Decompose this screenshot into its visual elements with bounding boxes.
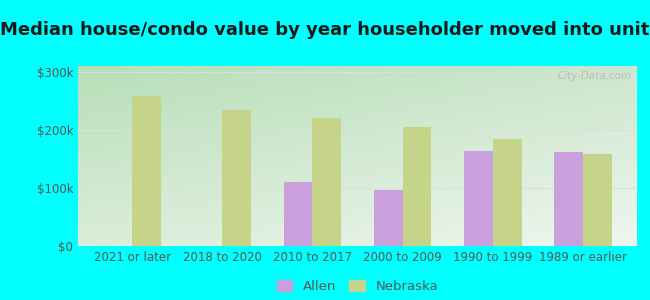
Bar — [402, 127, 432, 246]
Bar — [313, 118, 341, 246]
Bar — [283, 182, 313, 246]
Text: City-Data.com: City-Data.com — [557, 71, 631, 81]
Bar — [493, 139, 521, 246]
Bar — [464, 152, 493, 246]
Text: Median house/condo value by year householder moved into unit: Median house/condo value by year househo… — [0, 21, 650, 39]
Bar — [583, 154, 612, 246]
Bar — [374, 190, 402, 246]
Bar — [222, 110, 251, 246]
Legend: Allen, Nebraska: Allen, Nebraska — [276, 280, 439, 293]
Bar — [554, 152, 583, 246]
Bar — [132, 96, 161, 246]
